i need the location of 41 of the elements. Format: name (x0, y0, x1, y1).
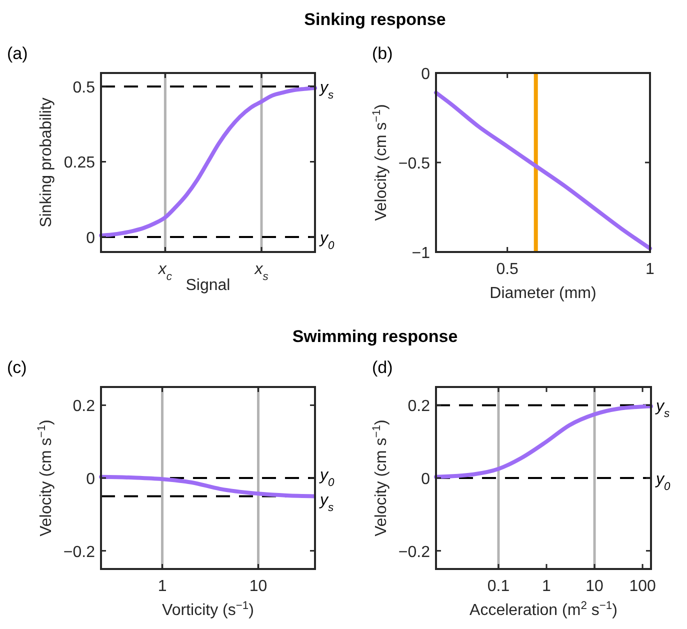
x-axis-title: Acceleration (m$^{2}$ s$^{−1}$) (470, 600, 618, 619)
ref-line-label: y$_{0}$ (319, 230, 335, 252)
x-axis-title: Vorticity (s$^{−1}$) (162, 600, 254, 619)
y-tick-label: 0.2 (408, 398, 430, 416)
ref-line-label: y$_{0}$ (319, 467, 335, 489)
x-tick-label: 10 (586, 578, 604, 595)
y-tick-label: 0 (421, 66, 430, 83)
line-series (99, 86, 317, 238)
y-tick-label: 0 (86, 471, 96, 488)
ref-line-label: y$_{s}$ (319, 80, 334, 102)
text: (d) (372, 358, 393, 377)
x-tick-label: 0.1 (487, 578, 510, 595)
x-axis-title: Signal (186, 277, 230, 294)
x-tick-label: 1 (542, 578, 552, 595)
x-tick-label: 1 (158, 578, 167, 595)
text: (c) (7, 358, 27, 377)
y-axis-title: Sinking probability (38, 98, 55, 228)
y-tick-label: −0.2 (398, 544, 430, 561)
y-tick-label: 0.5 (72, 80, 96, 97)
x-tick-label: 1 (646, 261, 655, 278)
y-tick-label: −0.5 (398, 156, 430, 172)
text: (a) (7, 44, 28, 63)
x-tick-label: 10 (249, 578, 268, 595)
y-tick-label: −1 (412, 245, 430, 262)
x-tick-label: 100 (629, 578, 656, 595)
y-tick-label: 0 (421, 471, 430, 488)
ref-line-label: y$_{s}$ (319, 492, 334, 514)
x-tick-label: x$_{s}$ (254, 261, 269, 283)
ref-line-label: y$_{s}$ (655, 398, 670, 420)
x-tick-label: x$_{c}$ (157, 261, 172, 283)
y-tick-label: −0.2 (63, 544, 96, 561)
text: (b) (372, 44, 393, 63)
text: Swimming response (292, 327, 458, 346)
x-axis-title: Diameter (mm) (490, 285, 596, 302)
y-tick-label: 0.25 (64, 154, 96, 172)
y-tick-label: 0 (86, 230, 96, 247)
x-tick-label: 0.5 (496, 261, 519, 278)
ref-line-label: y$_{0}$ (655, 471, 671, 493)
y-tick-label: 0.2 (72, 398, 96, 416)
line-series (434, 90, 652, 250)
text: Sinking response (304, 10, 446, 29)
